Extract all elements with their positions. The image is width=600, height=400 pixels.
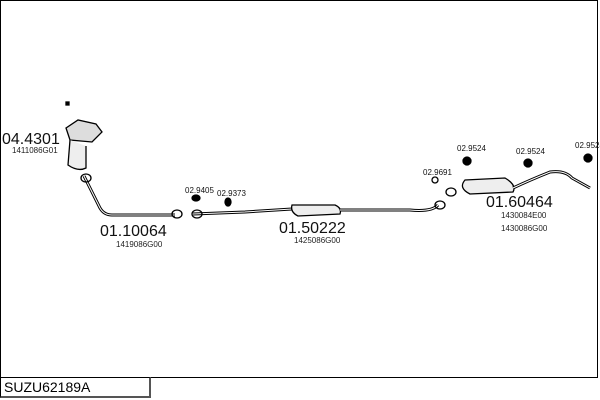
- diagram-code-label: SUZU62189A: [0, 377, 151, 398]
- accessory-label: 02.9691: [423, 168, 452, 177]
- oem-number-label: 1425086G00: [294, 236, 341, 245]
- rubber-mount-icon: [523, 158, 533, 168]
- front-pipe-drawing: [82, 175, 175, 217]
- oem-number-label: 1430086G00: [501, 224, 548, 233]
- rubber-mount-icon: [224, 197, 232, 207]
- part-number-label: 01.50222: [279, 220, 346, 237]
- part-number-label: 01.60464: [486, 194, 553, 211]
- rear-silencer-drawing: [434, 170, 591, 210]
- oem-number-label: 1419086G00: [116, 240, 163, 249]
- middle-silencer-drawing: [191, 203, 440, 219]
- accessory-label: 02.9524: [516, 147, 545, 156]
- accessory-label: 02.9524: [457, 144, 486, 153]
- part-number-label: 01.10064: [100, 223, 167, 240]
- diagram-frame: [0, 0, 598, 378]
- rubber-mount-icon: [583, 153, 593, 163]
- rubber-mount-icon: [191, 194, 201, 202]
- oem-number-label: 1430084E00: [501, 211, 547, 220]
- accessory-label: 02.9405: [185, 186, 214, 195]
- part-number-label: 04.4301: [2, 131, 60, 148]
- catalytic-converter-drawing: [65, 101, 103, 171]
- rubber-mount-icon: [462, 156, 472, 166]
- accessory-label: 02.9373: [217, 189, 246, 198]
- accessory-label: 02.9524: [575, 141, 600, 150]
- oem-number-label: 1411086G01: [12, 146, 58, 155]
- ring-icon: [431, 176, 439, 184]
